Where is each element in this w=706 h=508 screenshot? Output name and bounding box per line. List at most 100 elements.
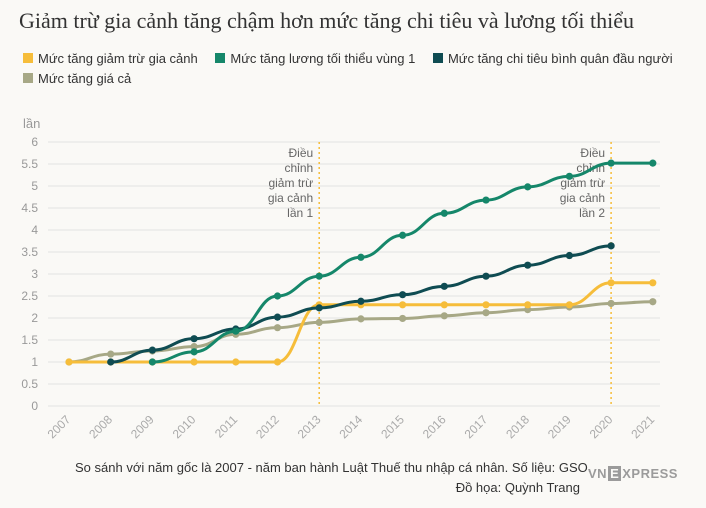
data-point <box>190 343 198 351</box>
x-tick-label: 2016 <box>420 412 449 441</box>
line-chart: lần 0 0.5 1 1.5 2 2.5 3 3.5 4 4.5 5 5.5 6 2007 2008 2009… <box>21 116 660 441</box>
footnote: So sánh với năm gốc là 2007 - năm ban hà… <box>75 460 592 475</box>
x-tick-label: 2012 <box>253 412 282 441</box>
data-point <box>190 335 198 343</box>
x-tick-label: 2010 <box>170 412 199 441</box>
data-point <box>607 299 615 308</box>
data-point <box>607 279 615 287</box>
x-tick-label: 2020 <box>587 412 616 441</box>
data-point <box>565 251 574 260</box>
series-line <box>67 300 655 364</box>
annotation-text: Điều <box>580 146 605 160</box>
data-point <box>315 318 323 326</box>
data-point <box>440 282 448 290</box>
data-point <box>273 313 282 321</box>
annotation-text: chỉnh <box>285 161 314 175</box>
data-point <box>190 348 198 356</box>
data-point <box>273 292 282 300</box>
chart-title: Giảm trừ gia cảnh tăng chậm hơn mức tăng… <box>19 8 634 33</box>
legend-item-spending: Mức tăng chi tiêu bình quân đầu người <box>432 48 673 68</box>
y-tick-label: 3.5 <box>21 245 38 259</box>
legend-label: Mức tăng lương tối thiểu vùng 1 <box>230 50 416 66</box>
y-tick-label: 1 <box>31 355 38 369</box>
data-point <box>482 309 490 317</box>
data-point <box>440 312 448 320</box>
x-tick-label: 2008 <box>86 412 115 441</box>
annotation-text: Điều <box>289 146 314 160</box>
data-point <box>440 301 448 309</box>
data-point <box>65 358 73 366</box>
vnexpress-logo: VN E XPRESS <box>588 466 678 481</box>
data-point <box>399 231 407 239</box>
x-tick-label: 2019 <box>545 412 574 441</box>
data-point <box>649 298 657 306</box>
data-point <box>232 358 240 366</box>
data-point <box>148 358 156 366</box>
legend-label: Mức tăng giảm trừ gia cảnh <box>38 50 198 66</box>
y-tick-label: 4.5 <box>21 201 38 215</box>
data-point <box>482 196 490 204</box>
annotation-text: lần 2 <box>579 206 605 220</box>
x-tick-label: 2014 <box>336 412 365 441</box>
y-tick-label: 5.5 <box>21 157 38 171</box>
data-point <box>315 272 323 280</box>
data-point <box>399 291 407 299</box>
legend-swatch <box>432 53 443 63</box>
data-point <box>315 304 323 312</box>
data-point <box>565 172 574 180</box>
data-point <box>649 279 657 287</box>
legend-item-prices: Mức tăng giá cả <box>23 68 131 88</box>
y-tick-label: 0 <box>31 399 38 413</box>
legend-swatch <box>23 73 33 83</box>
data-point <box>482 301 490 309</box>
x-tick-label: 2017 <box>462 412 491 441</box>
legend-swatch <box>23 53 33 63</box>
y-tick-label: 0.5 <box>21 377 38 391</box>
annotation-text: giảm trừ <box>560 176 605 190</box>
legend: Mức tăng giảm trừ gia cảnh Mức tăng lươn… <box>23 48 693 88</box>
data-point <box>148 346 156 354</box>
y-tick-label: 2.5 <box>21 289 38 303</box>
legend-item-min-wage: Mức tăng lương tối thiểu vùng 1 <box>215 48 415 68</box>
x-tick-label: 2018 <box>503 412 532 441</box>
x-tick-label: 2007 <box>45 412 74 441</box>
annotation-text: gia cảnh <box>560 191 605 205</box>
y-tick-label: 6 <box>31 135 38 149</box>
data-point <box>649 159 657 167</box>
y-axis-label: lần <box>23 116 40 131</box>
byline: Đồ họa: Quỳnh Trang <box>455 480 580 495</box>
y-tick-label: 4 <box>31 223 38 237</box>
x-tick-label: 2013 <box>295 412 324 441</box>
data-point <box>482 272 490 280</box>
data-point <box>565 301 574 309</box>
data-point <box>357 315 365 323</box>
data-point <box>273 358 282 366</box>
legend-label: Mức tăng giá cả <box>38 70 132 86</box>
data-point <box>232 327 240 335</box>
data-point <box>273 324 282 332</box>
annotation-text: giảm trừ <box>268 176 313 190</box>
x-tick-label: 2021 <box>628 412 657 441</box>
data-point <box>524 261 532 269</box>
legend-swatch <box>215 53 226 63</box>
annotation-text: gia cảnh <box>268 191 313 205</box>
x-tick-label: 2015 <box>378 412 407 441</box>
data-point <box>107 358 115 366</box>
x-tick-label: 2009 <box>128 412 157 441</box>
legend-item-deduction: Mức tăng giảm trừ gia cảnh <box>23 48 198 68</box>
y-tick-label: 1.5 <box>21 333 38 347</box>
data-point <box>107 350 115 358</box>
data-point <box>607 242 615 250</box>
data-point <box>524 301 532 309</box>
y-tick-label: 5 <box>31 179 38 193</box>
data-point <box>357 297 365 305</box>
x-tick-label: 2011 <box>212 412 240 440</box>
data-point <box>357 253 365 261</box>
data-point <box>440 209 448 217</box>
legend-label: Mức tăng chi tiêu bình quân đầu người <box>447 50 673 66</box>
y-tick-label: 2 <box>31 311 38 325</box>
data-point <box>190 358 198 366</box>
data-point <box>607 159 615 167</box>
data-point <box>399 314 407 323</box>
data-point <box>524 183 532 191</box>
